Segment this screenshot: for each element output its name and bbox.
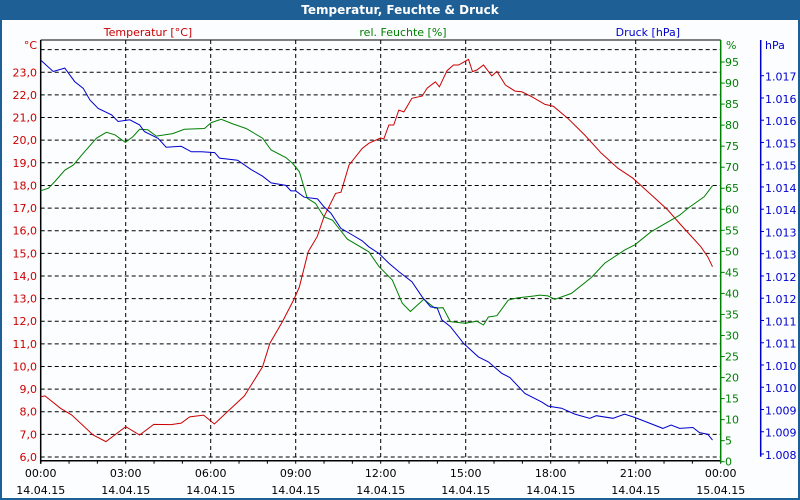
x-tick-date-label: 14.04.15 — [441, 484, 490, 497]
pressure-tick-label: 1.012 — [765, 293, 797, 306]
humidity-unit-label: % — [726, 39, 736, 52]
legend-humidity: rel. Feuchte [%] — [359, 26, 446, 39]
humidity-tick-label: 55 — [725, 224, 739, 237]
temperature-tick-label: 19,0 — [13, 157, 38, 170]
pressure-tick-label: 1.009 — [765, 427, 797, 440]
humidity-tick-label: 20 — [725, 372, 739, 385]
pressure-tick-label: 1.013 — [765, 249, 797, 262]
humidity-tick-label: 80 — [725, 119, 739, 132]
temperature-tick-label: 15,0 — [13, 247, 38, 260]
humidity-tick-label: 0 — [725, 456, 732, 469]
x-tick-time-label: 03:00 — [110, 467, 142, 480]
pressure-tick-label: 1.011 — [765, 338, 797, 351]
pressure-tick-label: 1.012 — [765, 271, 797, 284]
humidity-tick-label: 35 — [725, 308, 739, 321]
humidity-tick-label: 15 — [725, 393, 739, 406]
x-tick-time-label: 15:00 — [450, 467, 482, 480]
humidity-tick-label: 25 — [725, 351, 739, 364]
pressure-unit-label: hPa — [765, 39, 785, 52]
pressure-tick-label: 1.014 — [765, 182, 797, 195]
temperature-tick-label: 18,0 — [13, 179, 38, 192]
temperature-tick-label: 21,0 — [13, 112, 38, 125]
humidity-tick-label: 70 — [725, 161, 739, 174]
x-tick-date-label: 14.04.15 — [16, 484, 65, 497]
humidity-tick-label: 50 — [725, 245, 739, 258]
humidity-tick-label: 85 — [725, 98, 739, 111]
temperature-tick-label: 6,0 — [20, 451, 38, 464]
x-tick-time-label: 18:00 — [535, 467, 567, 480]
temperature-tick-label: 16,0 — [13, 225, 38, 238]
pressure-tick-label: 1.015 — [765, 160, 797, 173]
humidity-tick-label: 75 — [725, 140, 739, 153]
x-tick-date-label: 15.04.15 — [696, 484, 745, 497]
pressure-tick-label: 1.010 — [765, 382, 797, 395]
temperature-series-line — [40, 58, 713, 443]
legend-pressure: Druck [hPa] — [616, 26, 680, 39]
x-tick-date-label: 14.04.15 — [526, 484, 575, 497]
temperature-tick-label: 8,0 — [20, 406, 38, 419]
pressure-tick-label: 1.009 — [765, 404, 797, 417]
pressure-tick-label: 1.015 — [765, 137, 797, 150]
humidity-tick-label: 65 — [725, 182, 739, 195]
pressure-tick-label: 1.013 — [765, 226, 797, 239]
x-tick-date-label: 14.04.15 — [611, 484, 660, 497]
pressure-tick-label: 1.016 — [765, 115, 797, 128]
humidity-tick-label: 5 — [725, 435, 732, 448]
x-tick-time-label: 21:00 — [620, 467, 652, 480]
x-tick-time-label: 09:00 — [280, 467, 312, 480]
humidity-tick-label: 45 — [725, 266, 739, 279]
humidity-tick-label: 40 — [725, 287, 739, 300]
pressure-series-line — [40, 59, 713, 441]
x-tick-date-label: 14.04.15 — [271, 484, 320, 497]
pressure-tick-label: 1.017 — [765, 71, 797, 84]
humidity-tick-label: 10 — [725, 414, 739, 427]
pressure-tick-label: 1.010 — [765, 360, 797, 373]
temperature-unit-label: °C — [24, 39, 38, 52]
humidity-tick-label: 60 — [725, 203, 739, 216]
temperature-tick-label: 11,0 — [13, 338, 38, 351]
x-tick-time-label: 12:00 — [365, 467, 397, 480]
temperature-tick-label: 9,0 — [20, 383, 38, 396]
pressure-tick-label: 1.016 — [765, 93, 797, 106]
humidity-tick-label: 30 — [725, 329, 739, 342]
temperature-tick-label: 23,0 — [13, 66, 38, 79]
pressure-tick-label: 1.008 — [765, 449, 797, 462]
humidity-tick-label: 95 — [725, 56, 739, 69]
legend-temperature: Temperatur [°C] — [103, 26, 192, 39]
x-tick-date-label: 14.04.15 — [101, 484, 150, 497]
humidity-tick-label: 90 — [725, 77, 739, 90]
temperature-tick-label: 20,0 — [13, 134, 38, 147]
temperature-tick-label: 12,0 — [13, 315, 38, 328]
window-title: Temperatur, Feuchte & Druck — [2, 0, 798, 20]
x-tick-date-label: 14.04.15 — [356, 484, 405, 497]
temperature-tick-label: 22,0 — [13, 89, 38, 102]
x-tick-time-label: 06:00 — [195, 467, 227, 480]
x-tick-date-label: 14.04.15 — [186, 484, 235, 497]
pressure-tick-label: 1.011 — [765, 315, 797, 328]
temperature-tick-label: 14,0 — [13, 270, 38, 283]
temperature-tick-label: 17,0 — [13, 202, 38, 215]
humidity-series-line — [40, 118, 713, 326]
temperature-tick-label: 10,0 — [13, 360, 38, 373]
pressure-tick-label: 1.014 — [765, 204, 797, 217]
temperature-tick-label: 7,0 — [20, 428, 38, 441]
temperature-tick-label: 13,0 — [13, 293, 38, 306]
x-tick-time-label: 00:00 — [705, 467, 737, 480]
x-tick-time-label: 00:00 — [25, 467, 57, 480]
